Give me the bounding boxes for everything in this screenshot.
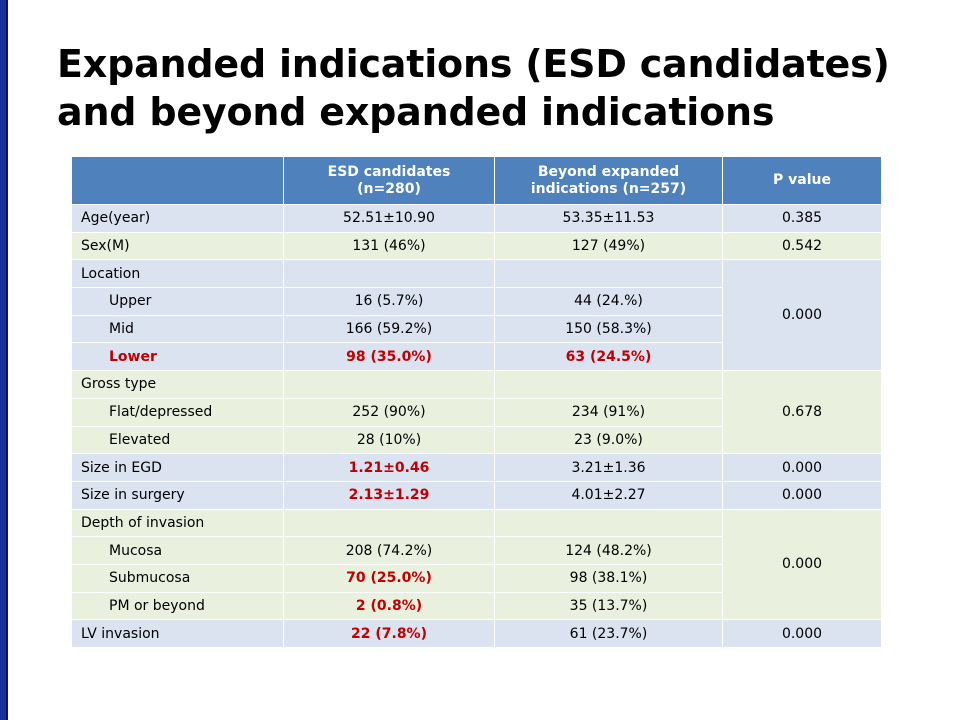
beyond-value: 53.35±11.53 [494, 204, 723, 233]
header-esd-line-1: ESD candidates [327, 163, 451, 180]
p-value: 0.000 [722, 619, 882, 648]
esd-value: 166 (59.2%) [283, 314, 495, 344]
slide-title: Expanded indications (ESD candidates) an… [57, 40, 937, 136]
comparison-table: ESD candidates (n=280) Beyond expanded i… [71, 156, 882, 648]
beyond-value: 124 (48.2%) [494, 536, 723, 565]
row-label: Mid [71, 314, 284, 344]
table-row-sex: Sex(M) 131 (46%) 127 (49%) 0.542 [71, 231, 882, 261]
esd-value: 98 (35.0%) [283, 342, 495, 372]
p-value-depth: 0.000 [722, 508, 882, 621]
esd-value: 208 (74.2%) [283, 536, 495, 565]
row-label: Upper [71, 287, 284, 316]
esd-value: 52.51±10.90 [283, 204, 495, 233]
header-beyond-line-2: indications (n=257) [530, 180, 687, 197]
table-row-lower: Lower 98 (35.0%) 63 (24.5%) [71, 342, 882, 372]
row-label: Gross type [71, 370, 284, 399]
slide-title-line-2: and beyond expanded indications [57, 90, 775, 134]
header-esd-candidates: ESD candidates (n=280) [283, 156, 495, 205]
header-empty-cell [71, 156, 284, 205]
esd-value [283, 259, 495, 289]
table-row-mid: Mid 166 (59.2%) 150 (58.3%) [71, 314, 882, 344]
esd-value: 22 (7.8%) [283, 619, 495, 648]
slide-title-line-1: Expanded indications (ESD candidates) [57, 42, 890, 86]
beyond-value: 98 (38.1%) [494, 563, 723, 593]
p-value: 0.000 [722, 480, 882, 510]
table-header-row: ESD candidates (n=280) Beyond expanded i… [71, 156, 882, 205]
table-row-gross-type: Gross type 0.678 [71, 370, 882, 455]
esd-value: 252 (90%) [283, 397, 495, 427]
row-label: Submucosa [71, 563, 284, 593]
table-row-pm: PM or beyond 2 (0.8%) 35 (13.7%) [71, 591, 882, 621]
header-p-value: P value [722, 156, 882, 205]
table-row-size-surgery: Size in surgery 2.13±1.29 4.01±2.27 0.00… [71, 480, 882, 510]
row-label: LV invasion [71, 619, 284, 648]
beyond-value: 234 (91%) [494, 397, 723, 427]
p-value-location: 0.000 [722, 259, 882, 372]
row-label: Age(year) [71, 204, 284, 233]
esd-value: 2.13±1.29 [283, 480, 495, 510]
table-row-elevated: Elevated 28 (10%) 23 (9.0%) [71, 425, 882, 455]
esd-value: 70 (25.0%) [283, 563, 495, 593]
beyond-value: 23 (9.0%) [494, 425, 723, 455]
esd-value [283, 370, 495, 399]
table-row-submucosa: Submucosa 70 (25.0%) 98 (38.1%) [71, 563, 882, 593]
header-beyond-line-1: Beyond expanded [537, 163, 680, 180]
table-row-location: Location 0.000 [71, 259, 882, 372]
table-row-depth: Depth of invasion 0.000 [71, 508, 882, 621]
header-beyond-expanded: Beyond expanded indications (n=257) [494, 156, 723, 205]
beyond-value: 150 (58.3%) [494, 314, 723, 344]
row-label: Depth of invasion [71, 508, 284, 538]
esd-value [283, 508, 495, 538]
beyond-value: 35 (13.7%) [494, 591, 723, 621]
row-label: Mucosa [71, 536, 284, 565]
row-label: PM or beyond [71, 591, 284, 621]
table-row-flat: Flat/depressed 252 (90%) 234 (91%) [71, 397, 882, 427]
beyond-value: 63 (24.5%) [494, 342, 723, 372]
row-label: Flat/depressed [71, 397, 284, 427]
slide-left-accent-bar [0, 0, 8, 720]
row-label: Elevated [71, 425, 284, 455]
beyond-value: 4.01±2.27 [494, 480, 723, 510]
beyond-value [494, 370, 723, 399]
p-value: 0.000 [722, 453, 882, 482]
beyond-value: 61 (23.7%) [494, 619, 723, 648]
esd-value: 131 (46%) [283, 231, 495, 261]
row-label: Size in surgery [71, 480, 284, 510]
beyond-value: 44 (24.%) [494, 287, 723, 316]
beyond-value: 127 (49%) [494, 231, 723, 261]
beyond-value [494, 259, 723, 289]
table-row-age: Age(year) 52.51±10.90 53.35±11.53 0.385 [71, 204, 882, 233]
esd-value: 1.21±0.46 [283, 453, 495, 482]
esd-value: 2 (0.8%) [283, 591, 495, 621]
beyond-value [494, 508, 723, 538]
table-row-size-egd: Size in EGD 1.21±0.46 3.21±1.36 0.000 [71, 453, 882, 482]
table-row-lv-invasion: LV invasion 22 (7.8%) 61 (23.7%) 0.000 [71, 619, 882, 648]
esd-value: 16 (5.7%) [283, 287, 495, 316]
row-label: Location [71, 259, 284, 289]
row-label: Lower [71, 342, 284, 372]
header-esd-line-2: (n=280) [357, 180, 421, 197]
row-label: Sex(M) [71, 231, 284, 261]
esd-value: 28 (10%) [283, 425, 495, 455]
p-value-gross-type: 0.678 [722, 370, 882, 455]
row-label: Size in EGD [71, 453, 284, 482]
beyond-value: 3.21±1.36 [494, 453, 723, 482]
table-row-upper: Upper 16 (5.7%) 44 (24.%) [71, 287, 882, 316]
p-value: 0.542 [722, 231, 882, 261]
p-value: 0.385 [722, 204, 882, 233]
